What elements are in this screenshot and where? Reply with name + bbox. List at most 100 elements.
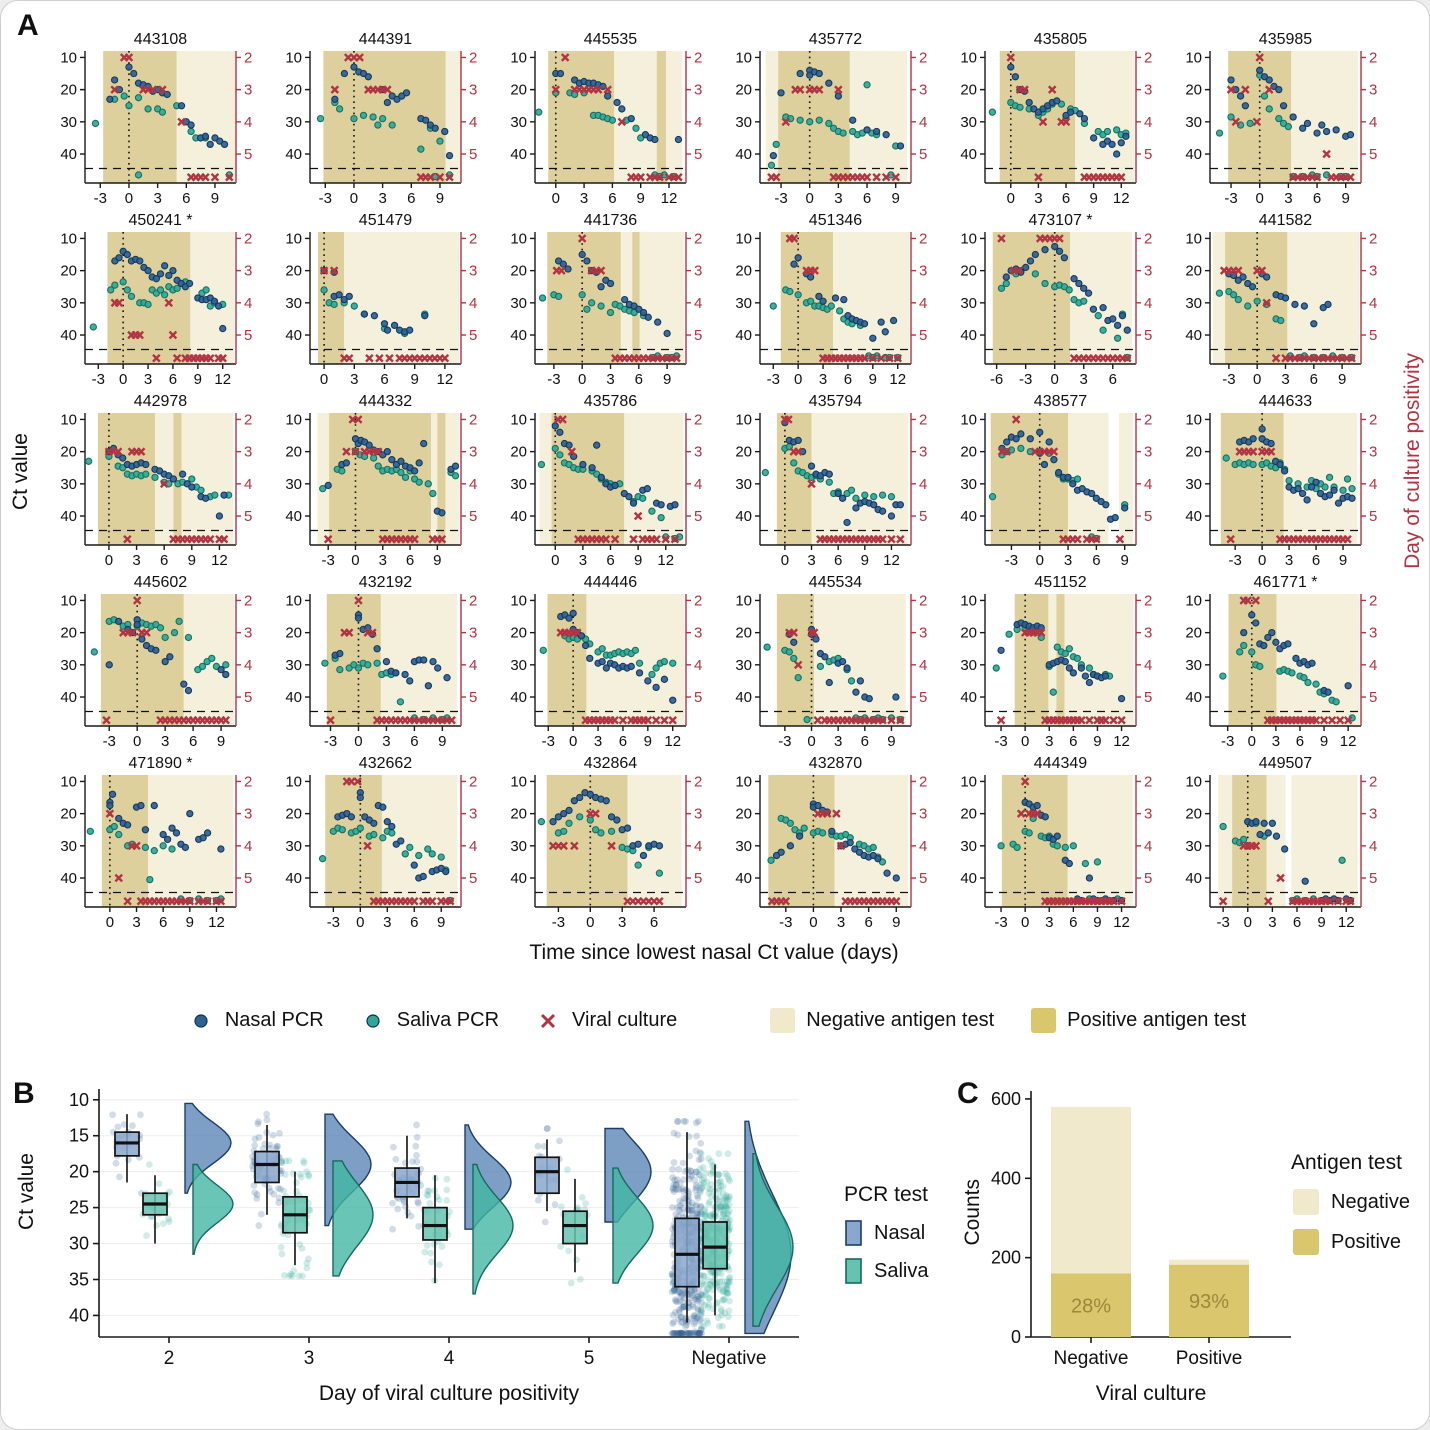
- svg-text:6: 6: [844, 371, 852, 388]
- svg-text:0: 0: [781, 552, 789, 569]
- positive-antigen-band: [1220, 413, 1284, 545]
- svg-text:40: 40: [1185, 870, 1202, 887]
- swatch-icon: [1293, 1189, 1319, 1215]
- svg-text:0: 0: [552, 190, 560, 207]
- svg-text:6: 6: [1296, 733, 1304, 750]
- svg-text:6: 6: [650, 914, 658, 931]
- nasal-points: [552, 69, 683, 144]
- nasal-points: [324, 435, 460, 517]
- svg-text:-3: -3: [1224, 190, 1237, 207]
- positive-antigen-band: [1014, 594, 1049, 726]
- culture-marks: [1226, 447, 1352, 544]
- svg-text:40: 40: [960, 146, 977, 163]
- svg-text:2: 2: [1144, 411, 1152, 428]
- subplot-title: 461771 *: [1253, 574, 1317, 591]
- svg-text:4: 4: [469, 657, 477, 674]
- svg-text:3: 3: [244, 806, 252, 823]
- nasal-points: [769, 66, 905, 160]
- nasal-points: [1002, 242, 1131, 334]
- culture-marks: [552, 234, 681, 363]
- svg-text:20: 20: [1185, 806, 1202, 823]
- svg-text:3: 3: [1369, 263, 1377, 280]
- svg-text:3: 3: [382, 733, 390, 750]
- subplot-title: 432662: [359, 755, 412, 772]
- svg-text:400: 400: [991, 1168, 1021, 1188]
- culture-marks: [996, 628, 1126, 725]
- svg-text:3: 3: [919, 444, 927, 461]
- svg-text:4: 4: [469, 295, 477, 312]
- svg-text:4: 4: [1369, 657, 1377, 674]
- svg-text:20: 20: [735, 263, 752, 280]
- svg-text:40: 40: [285, 689, 302, 706]
- culture-marks: [997, 415, 1125, 544]
- svg-text:2: 2: [244, 592, 252, 609]
- svg-text:0: 0: [354, 733, 362, 750]
- pcr-legend-item-nasal: Nasal: [844, 1219, 928, 1247]
- legend-item-positive-antigen-test: Positive antigen test: [1028, 1005, 1246, 1035]
- svg-text:30: 30: [735, 114, 752, 131]
- subplot-title: 444391: [359, 31, 412, 48]
- svg-text:12: 12: [661, 190, 678, 207]
- svg-text:20: 20: [1185, 625, 1202, 642]
- svg-text:4: 4: [1369, 838, 1377, 855]
- negative-antigen-band: [666, 51, 683, 183]
- svg-text:9: 9: [634, 552, 642, 569]
- panel-b-legend-title: PCR test: [844, 1183, 929, 1206]
- subplot-title: 432870: [809, 755, 862, 772]
- saliva-points: [316, 98, 454, 181]
- svg-text:0: 0: [551, 552, 559, 569]
- svg-text:-3: -3: [1222, 371, 1235, 388]
- panel-c-label: C: [957, 1077, 979, 1110]
- svg-text:40: 40: [960, 870, 977, 887]
- culture-marks: [556, 628, 677, 725]
- svg-text:2: 2: [1369, 592, 1377, 609]
- panel-b-ylabel: Ct value: [15, 1153, 38, 1231]
- svg-text:4: 4: [244, 295, 252, 312]
- violin-saliva-2: [192, 1163, 234, 1255]
- svg-text:30: 30: [735, 476, 752, 493]
- svg-text:-3: -3: [994, 733, 1007, 750]
- svg-text:-3: -3: [1221, 733, 1234, 750]
- svg-text:10: 10: [510, 411, 527, 428]
- svg-text:40: 40: [735, 146, 752, 163]
- svg-text:6: 6: [410, 733, 418, 750]
- svg-text:40: 40: [1185, 689, 1202, 706]
- svg-text:0: 0: [1256, 190, 1264, 207]
- negative-antigen-band: [381, 775, 458, 907]
- svg-text:2: 2: [694, 49, 702, 66]
- legend-item-label: Nasal PCR: [224, 1008, 324, 1031]
- svg-text:-3: -3: [774, 190, 787, 207]
- panel-c-legend: Antigen test Negative Positive: [1291, 1151, 1410, 1267]
- svg-text:0: 0: [809, 914, 817, 931]
- svg-text:9: 9: [194, 371, 202, 388]
- svg-text:20: 20: [285, 806, 302, 823]
- svg-text:-3: -3: [324, 733, 337, 750]
- svg-text:4: 4: [694, 114, 702, 131]
- svg-text:9: 9: [438, 733, 446, 750]
- svg-text:0: 0: [794, 371, 802, 388]
- svg-text:3: 3: [694, 625, 702, 642]
- svg-text:3: 3: [244, 263, 252, 280]
- svg-text:Positive: Positive: [1176, 1348, 1243, 1369]
- subplot-title: 473107 *: [1028, 212, 1092, 229]
- svg-text:30: 30: [60, 838, 77, 855]
- svg-text:12: 12: [1340, 733, 1357, 750]
- negative-antigen-band: [624, 413, 684, 545]
- svg-text:20: 20: [60, 444, 77, 461]
- svg-text:0: 0: [578, 371, 586, 388]
- svg-text:3: 3: [919, 263, 927, 280]
- svg-text:30: 30: [960, 114, 977, 131]
- svg-text:9: 9: [1339, 552, 1347, 569]
- negative-antigen-band: [1287, 232, 1360, 364]
- negative-antigen-band: [1070, 232, 1133, 364]
- svg-text:12: 12: [437, 371, 454, 388]
- svg-text:0: 0: [1007, 190, 1015, 207]
- negative-antigen-band: [445, 51, 461, 183]
- positive-antigen-band: [551, 413, 625, 545]
- svg-text:5: 5: [694, 689, 702, 706]
- subplot-title: 444332: [359, 393, 412, 410]
- svg-text:40: 40: [960, 508, 977, 525]
- svg-text:9: 9: [887, 733, 895, 750]
- svg-text:4: 4: [1144, 476, 1152, 493]
- negative-antigen-band: [317, 413, 330, 545]
